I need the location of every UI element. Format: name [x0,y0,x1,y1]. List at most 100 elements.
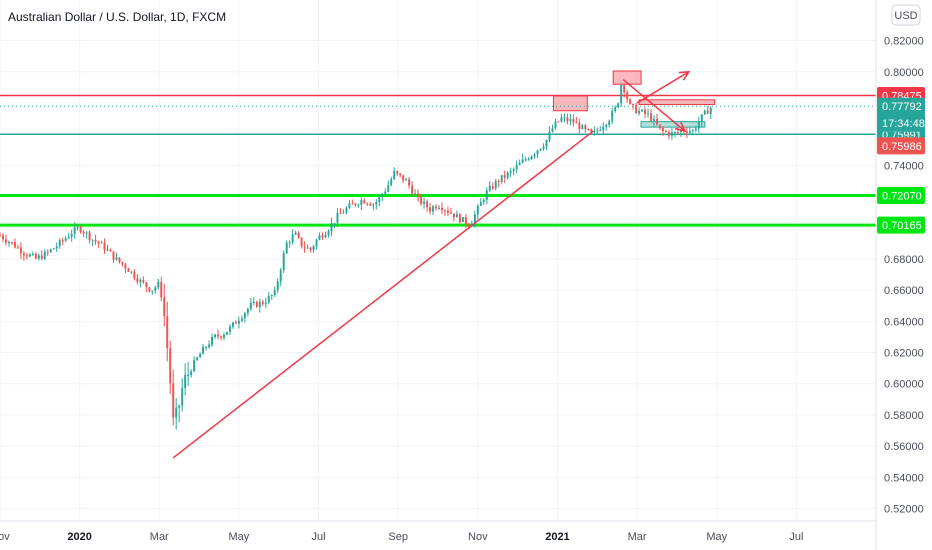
candle-body [127,268,130,272]
candle-body [641,109,644,111]
y-tick-label: 0.80000 [884,67,924,79]
candle-body [94,239,97,242]
chart-title: Australian Dollar / U.S. Dollar, 1D, FXC… [8,10,226,24]
candle-body [214,334,216,337]
candle-body [581,125,584,130]
trend-drawings [172,70,691,459]
candle-body [228,326,231,332]
candle-body [650,113,652,121]
candle-body [590,129,593,132]
candle-body [49,249,52,252]
candle-body [685,131,688,133]
candle-body [130,271,133,273]
candle-body [545,139,548,147]
candle-body [527,159,530,161]
candle-body [109,249,112,252]
candle-body [258,301,261,308]
price-tag-label: 0.75986 [882,141,922,153]
candle-body [351,203,354,205]
candle-body [441,207,443,211]
candle-body [7,242,10,244]
candle-body [381,194,384,197]
candle-body [703,110,706,115]
projection-arrow[interactable] [622,78,686,132]
support-trendline[interactable] [172,130,594,459]
x-tick-label: Nov [0,531,10,543]
y-tick-label: 0.74000 [884,160,924,172]
candle-body [285,242,288,254]
candle-body [569,119,572,122]
candle-body [16,247,19,249]
time-axis[interactable]: Nov 2020 Mar May Jul Sep Nov 2021 Mar May Jul [0,531,803,543]
candle-body [261,301,264,305]
currency-label: USD [894,10,917,22]
price-tag-bg [877,186,925,204]
candle-body [676,132,679,134]
x-tick-label: May [706,531,727,543]
candle-body [112,251,115,260]
candle-body [584,125,587,130]
candle-body [193,360,196,372]
candle-body [467,224,470,227]
y-tick-label: 0.56000 [884,441,924,453]
candle-body [435,206,437,209]
candle-body [28,254,31,257]
candle-body [446,210,449,213]
price-tag: 0.77792 17:34:48 [877,97,925,132]
candle-body [342,212,345,214]
candle-body [58,240,61,247]
candle-body [449,212,452,214]
candle-body [554,121,557,129]
candle-body [659,124,661,128]
candle-body [88,232,91,241]
candle-body [145,282,148,288]
candle-body [443,210,446,212]
candle-body [423,201,426,204]
candle-body [40,255,43,259]
candle-body [190,371,193,376]
candle-body [605,124,608,127]
candle-body [536,150,539,155]
y-tick-label: 0.54000 [884,472,924,484]
candle-body [178,405,181,408]
candle-body [175,407,178,418]
candle-body [151,290,154,292]
candle-body [494,180,497,189]
candle-body [163,297,166,317]
candle-body [479,202,482,206]
candle-body [518,162,521,166]
candle-body [267,295,270,303]
candle-body [617,103,620,108]
candle-body [303,246,306,249]
candle-body [405,179,408,181]
candle-body [294,232,297,235]
x-tick-label: Mar [628,531,647,543]
candle-body [608,121,611,125]
candle-body [288,242,291,244]
candle-body [623,84,626,93]
candle-body [563,117,566,119]
candle-body [64,238,67,241]
candle-body [375,202,378,205]
candle-body [13,242,16,248]
candle-body [196,357,199,361]
candle-body [52,248,55,250]
candle-body [234,322,237,324]
candle-body [688,131,691,133]
currency-button[interactable]: USD [891,4,921,26]
candle-body [599,130,602,132]
candle-body [515,165,518,170]
candle-body [339,213,342,215]
candle-body [408,179,411,186]
candle-body [578,122,581,130]
candle-body [154,287,157,291]
candle-body [572,119,575,123]
candle-body [31,253,34,255]
price-tags: 0.784750.759910.720700.701650.7779217:34… [877,87,925,234]
candle-body [548,131,551,140]
candle-body [656,118,658,125]
candle-body [542,146,545,149]
candle-body [148,287,151,292]
candle-body [205,346,208,348]
